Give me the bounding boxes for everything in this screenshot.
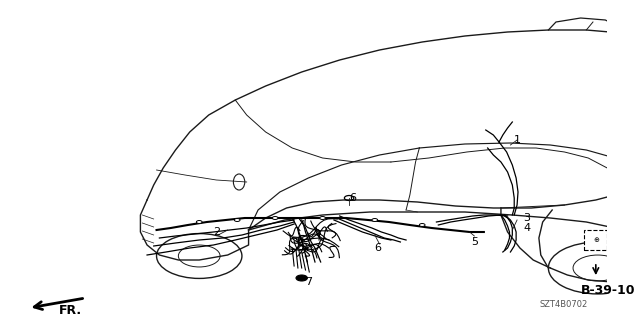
Text: 2: 2 [212, 227, 220, 237]
Text: 6: 6 [349, 193, 356, 203]
Circle shape [419, 224, 425, 226]
Circle shape [234, 219, 240, 221]
Circle shape [296, 275, 307, 281]
Text: 7: 7 [305, 277, 312, 287]
Circle shape [320, 217, 325, 219]
Text: 4: 4 [523, 223, 530, 233]
FancyBboxPatch shape [584, 230, 607, 250]
Circle shape [196, 220, 202, 224]
Text: 3: 3 [523, 213, 530, 223]
Text: 1: 1 [513, 135, 520, 145]
Text: 6: 6 [374, 243, 381, 253]
Text: SZT4B0702: SZT4B0702 [540, 300, 588, 309]
Text: FR.: FR. [59, 303, 82, 316]
Text: B-39-10: B-39-10 [580, 284, 635, 296]
Circle shape [372, 219, 378, 221]
Text: ⊕: ⊕ [593, 237, 599, 243]
Circle shape [272, 217, 278, 219]
Text: 5: 5 [471, 237, 478, 247]
